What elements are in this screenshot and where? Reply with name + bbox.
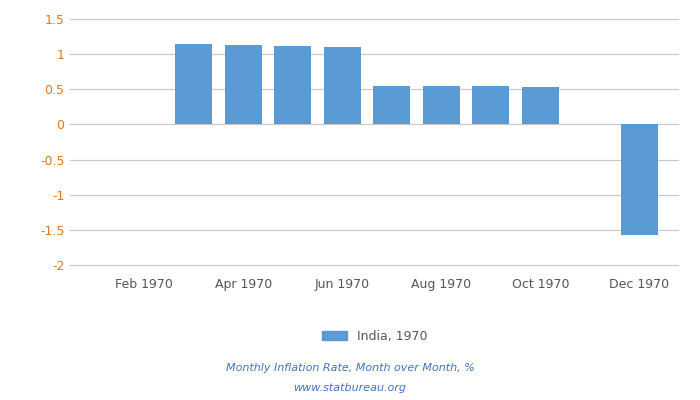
- Bar: [175, 44, 212, 124]
- Bar: [473, 86, 510, 124]
- Legend: India, 1970: India, 1970: [316, 325, 433, 348]
- Bar: [274, 46, 312, 124]
- Bar: [423, 86, 460, 124]
- Bar: [225, 45, 262, 124]
- Text: www.statbureau.org: www.statbureau.org: [293, 383, 407, 393]
- Bar: [621, 124, 658, 235]
- Bar: [323, 47, 361, 124]
- Bar: [373, 86, 410, 124]
- Text: Monthly Inflation Rate, Month over Month, %: Monthly Inflation Rate, Month over Month…: [225, 363, 475, 373]
- Bar: [522, 87, 559, 124]
